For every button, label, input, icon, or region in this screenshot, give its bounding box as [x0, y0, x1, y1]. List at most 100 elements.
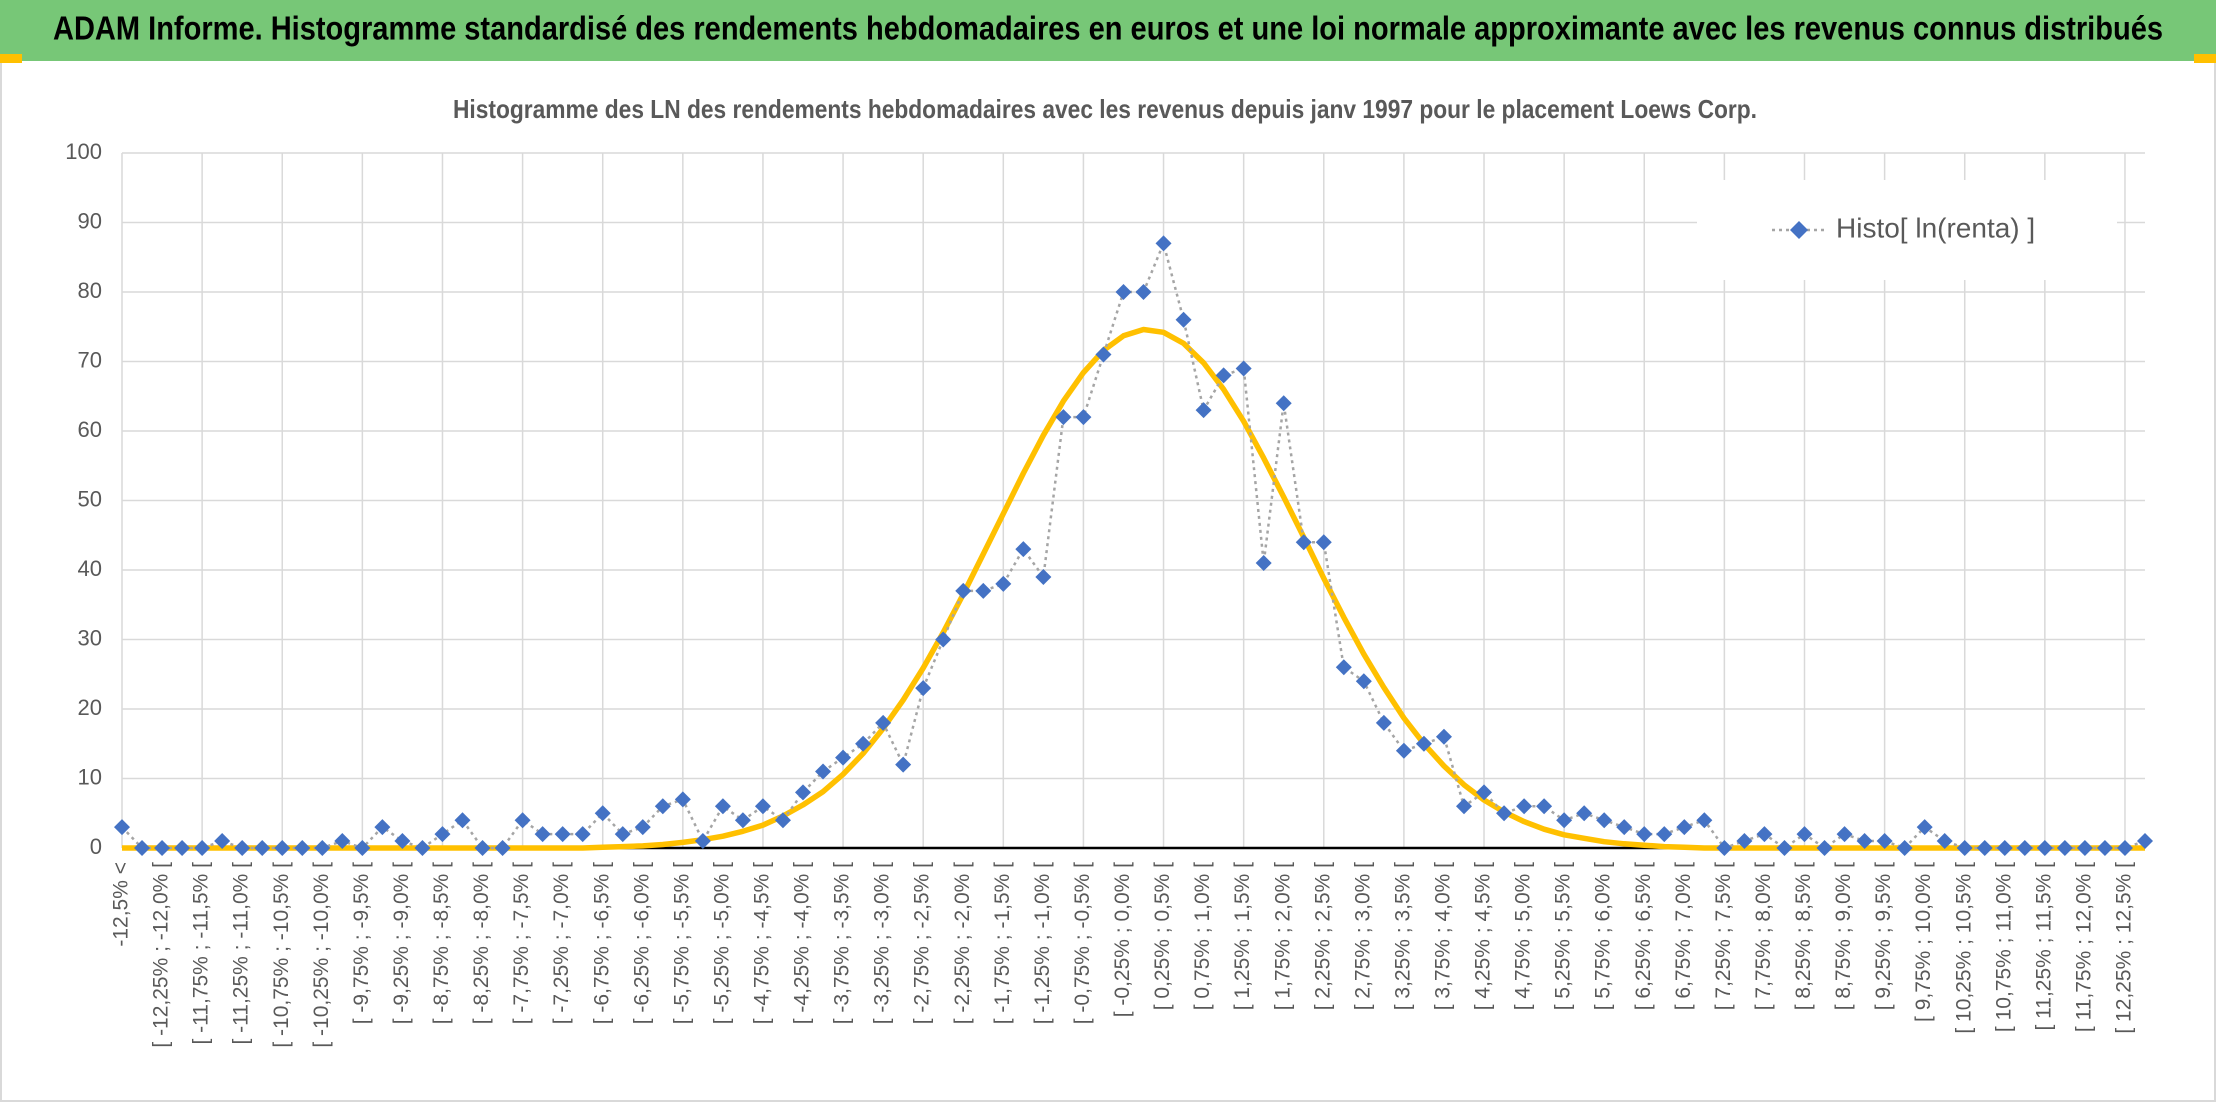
data-point — [1175, 311, 1192, 328]
legend-box — [1697, 180, 2117, 280]
data-point — [414, 840, 431, 856]
data-point — [1716, 840, 1733, 856]
data-point — [1616, 819, 1633, 836]
data-point — [774, 812, 791, 829]
x-tick-label: [ -10,25% ; -10,0% [ — [310, 862, 333, 1048]
data-point — [955, 582, 972, 599]
data-point — [1596, 812, 1613, 829]
x-tick-label: [ -7,75% ; -7,5% [ — [510, 862, 533, 1024]
y-tick-label: 0 — [90, 834, 102, 859]
x-tick-label: [ 9,25% ; 9,5% [ — [1872, 862, 1895, 1010]
x-tick-label: [ 8,75% ; 9,0% [ — [1832, 862, 1855, 1010]
data-point — [875, 714, 892, 731]
y-tick-label: 90 — [78, 208, 102, 233]
data-point — [835, 749, 852, 766]
chart-title: Histogramme des LN des rendements hebdom… — [453, 94, 1757, 124]
data-point — [574, 826, 591, 843]
x-tick-label: [ -11,75% ; -11,5% [ — [190, 862, 213, 1045]
y-tick-label: 30 — [78, 625, 102, 650]
data-point — [1415, 735, 1432, 752]
data-point — [1015, 541, 1032, 558]
data-point — [154, 840, 171, 856]
data-point — [254, 840, 271, 856]
data-point — [354, 840, 371, 856]
x-tick-label: [ -9,75% ; -9,5% [ — [350, 862, 373, 1024]
x-tick-label: [ 0,75% ; 1,0% [ — [1191, 862, 1214, 1010]
header-bar — [0, 0, 2216, 61]
data-point — [134, 840, 151, 856]
x-tick-label: [ 5,75% ; 6,0% [ — [1592, 862, 1615, 1010]
data-point — [534, 826, 551, 843]
data-point — [1215, 367, 1232, 384]
data-point — [1836, 826, 1853, 843]
x-tick-label: [ -8,25% ; -8,0% [ — [470, 862, 493, 1024]
x-tick-label: [ 7,75% ; 8,0% [ — [1752, 862, 1775, 1010]
data-point — [1516, 798, 1533, 815]
x-tick-label: [ 6,25% ; 6,5% [ — [1632, 862, 1655, 1010]
data-point — [714, 798, 731, 815]
data-point — [694, 833, 711, 850]
data-point — [1255, 555, 1272, 572]
x-tick-label: [ 0,25% ; 0,5% [ — [1151, 862, 1174, 1010]
data-point — [2016, 840, 2033, 856]
data-point — [1455, 798, 1472, 815]
header-accent — [0, 54, 22, 63]
x-tick-label: [ 11,25% ; 11,5% [ — [2032, 862, 2055, 1031]
data-point — [1435, 728, 1452, 745]
data-point — [2036, 840, 2053, 856]
data-point — [514, 812, 531, 829]
data-point — [1656, 826, 1673, 843]
data-point — [1576, 805, 1593, 822]
x-tick-label: [ 11,75% ; 12,0% [ — [2072, 862, 2095, 1032]
data-point — [194, 840, 211, 856]
data-point — [935, 631, 952, 648]
data-point — [915, 680, 932, 697]
data-point — [895, 756, 912, 773]
data-point — [594, 805, 611, 822]
data-point — [1315, 534, 1332, 551]
data-point — [815, 763, 832, 780]
x-tick-label: [ -4,75% ; -4,5% [ — [750, 862, 773, 1024]
y-tick-label: 20 — [78, 695, 102, 720]
x-tick-label: [ 4,75% ; 5,0% [ — [1512, 862, 1535, 1010]
x-tick-label: [ -1,75% ; -1,5% [ — [991, 862, 1014, 1024]
data-point — [1896, 840, 1913, 856]
x-tick-label: [ 4,25% ; 4,5% [ — [1472, 862, 1495, 1010]
header-accent — [2194, 54, 2216, 63]
data-point — [1756, 826, 1773, 843]
data-point — [1636, 826, 1653, 843]
x-tick-label: [ 5,25% ; 5,5% [ — [1552, 862, 1575, 1010]
x-tick-label: [ -2,25% ; -2,0% [ — [951, 862, 974, 1024]
data-point — [1375, 714, 1392, 731]
y-tick-label: 100 — [65, 139, 102, 164]
data-point — [1095, 346, 1112, 363]
data-point — [1195, 402, 1212, 419]
data-point — [1956, 840, 1973, 856]
data-point — [2116, 840, 2133, 856]
x-tick-label: [ -3,25% ; -3,0% [ — [871, 862, 894, 1024]
data-point — [1115, 284, 1132, 300]
data-point — [1916, 819, 1933, 836]
data-point — [1035, 568, 1052, 585]
x-tick-label: [ 1,25% ; 1,5% [ — [1231, 862, 1254, 1010]
y-tick-label: 10 — [78, 764, 102, 789]
data-point — [1816, 840, 1833, 856]
data-point — [795, 784, 812, 801]
data-point — [554, 826, 571, 843]
header-title: ADAM Informe. Histogramme standardisé de… — [53, 10, 2163, 47]
data-point — [995, 575, 1012, 592]
x-tick-label: [ 3,25% ; 3,5% [ — [1391, 862, 1414, 1010]
y-tick-label: 80 — [78, 278, 102, 303]
data-point — [174, 840, 191, 856]
data-point — [1736, 833, 1753, 850]
x-tick-label: [ -8,75% ; -8,5% [ — [430, 862, 453, 1024]
data-point — [2096, 840, 2113, 856]
data-point — [114, 819, 130, 836]
x-tick-label: [ -2,75% ; -2,5% [ — [911, 862, 934, 1024]
x-tick-label: [ -0,25% ; 0,0% [ — [1111, 862, 1134, 1017]
data-point — [1856, 833, 1873, 850]
data-point — [1075, 409, 1092, 426]
data-point — [454, 812, 471, 829]
data-point — [314, 840, 331, 856]
data-point — [494, 840, 511, 856]
